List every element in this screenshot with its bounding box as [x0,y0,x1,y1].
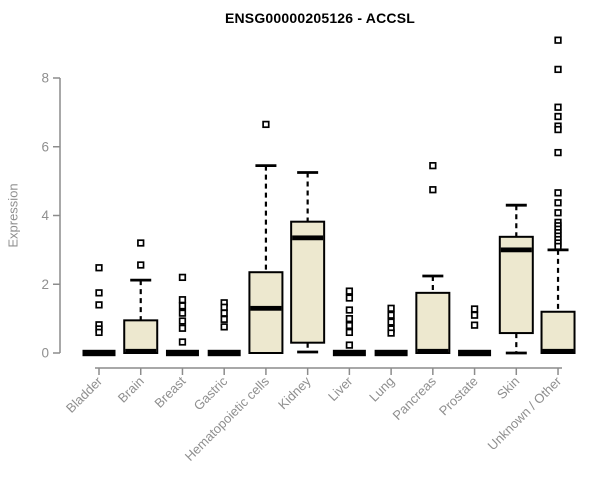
box-prostate-outlier-point [470,305,479,313]
box-unknown-other-outlier-point [554,112,562,121]
box-breast-outlier-point [178,273,187,282]
box-brain [123,319,159,354]
y-tick-label: 6 [41,139,49,154]
box-bladder-outlier-point [95,328,103,337]
box-unknown-other-outlier-point [554,148,562,157]
box-breast-outlier-point [178,324,187,332]
box-lung-outlier-point [387,311,395,319]
box-unknown-other-outlier-point [554,65,562,74]
box-lung-collapsed [374,349,408,357]
box-liver-outlier-point [345,294,354,302]
box-skin-median [500,247,532,253]
box-lung-outlier-point [387,304,395,312]
x-category-label-unknown-other: Unknown / Other [485,373,565,453]
x-category-label-gastric: Gastric [191,373,231,413]
box-hematopoietic-cells [248,271,284,354]
y-tick-label: 2 [41,277,49,292]
box-gastric-collapsed [207,349,241,357]
x-category-label-liver: Liver [325,373,356,404]
box-brain-outlier-point [137,239,145,247]
box-breast-collapsed [165,349,199,357]
box-breast-outlier-point [178,309,187,317]
box-hematopoietic-cells-outlier-point [262,120,270,129]
box-liver-collapsed [332,349,366,357]
box-gastric-outlier-point [220,315,228,323]
box-liver-outlier-point [345,287,354,295]
box-hematopoietic-cells-median [250,305,282,311]
box-unknown-other [540,310,576,354]
box-bladder-outlier-point [95,289,103,297]
box-breast-outlier-point [178,296,187,304]
box-bladder-outlier-point [95,264,103,272]
box-brain-outlier-point [137,261,145,269]
box-liver-outlier-point [345,306,354,314]
box-unknown-other-median [542,348,574,354]
box-pancreas-outlier-point [429,186,437,194]
x-category-label-brain: Brain [115,374,147,406]
box-unknown-other-outlier-point [554,199,562,207]
x-category-label-pancreas: Pancreas [390,373,440,423]
box-lung-outlier-point [387,329,395,337]
x-category-label-lung: Lung [366,374,397,405]
box-unknown-other-outlier-point [554,125,562,134]
y-tick-label: 8 [41,71,49,86]
box-pancreas [415,291,451,354]
box-prostate-collapsed [458,349,492,357]
box-prostate-outlier-point [470,321,479,329]
box-unknown-other-outlier-point [554,103,562,111]
box-skin [498,235,534,335]
chart-title: ENSG00000205126 - ACCSL [224,10,416,26]
box-breast-outlier-point [178,338,187,346]
x-category-label-prostate: Prostate [436,374,481,419]
y-tick-label: 0 [41,346,49,361]
box-liver-outlier-point [345,328,354,337]
box-breast-outlier-point [178,302,187,310]
x-category-label-breast: Breast [151,373,188,410]
box-unknown-other-outlier-point [554,242,562,251]
box-bladder-collapsed [82,349,116,357]
x-category-label-bladder: Bladder [63,373,106,416]
box-bladder-outlier-point [95,301,103,309]
box-gastric-outlier-point [220,323,228,331]
box-lung-outlier-point [387,318,395,326]
x-category-label-kidney: Kidney [275,373,314,412]
box-gastric-outlier-point [220,303,228,311]
y-tick-label: 4 [41,208,49,223]
box-unknown-other-outlier-point [554,36,562,44]
box-gastric-outlier-point [220,309,228,317]
box-brain-median [125,348,157,354]
box-pancreas-outlier-point [429,162,437,170]
box-liver-outlier-point [345,321,354,330]
box-prostate-outlier-point [470,311,479,319]
box-pancreas-median [417,348,449,354]
box-kidney-median [292,235,324,241]
x-category-label-skin: Skin [494,374,522,402]
box-unknown-other-outlier-point [554,209,562,217]
box-breast-outlier-point [178,317,187,325]
box-unknown-other-outlier-point [554,189,562,197]
box-liver-outlier-point [345,314,354,323]
box-liver-outlier-point [345,341,354,349]
box-kidney [290,220,326,344]
